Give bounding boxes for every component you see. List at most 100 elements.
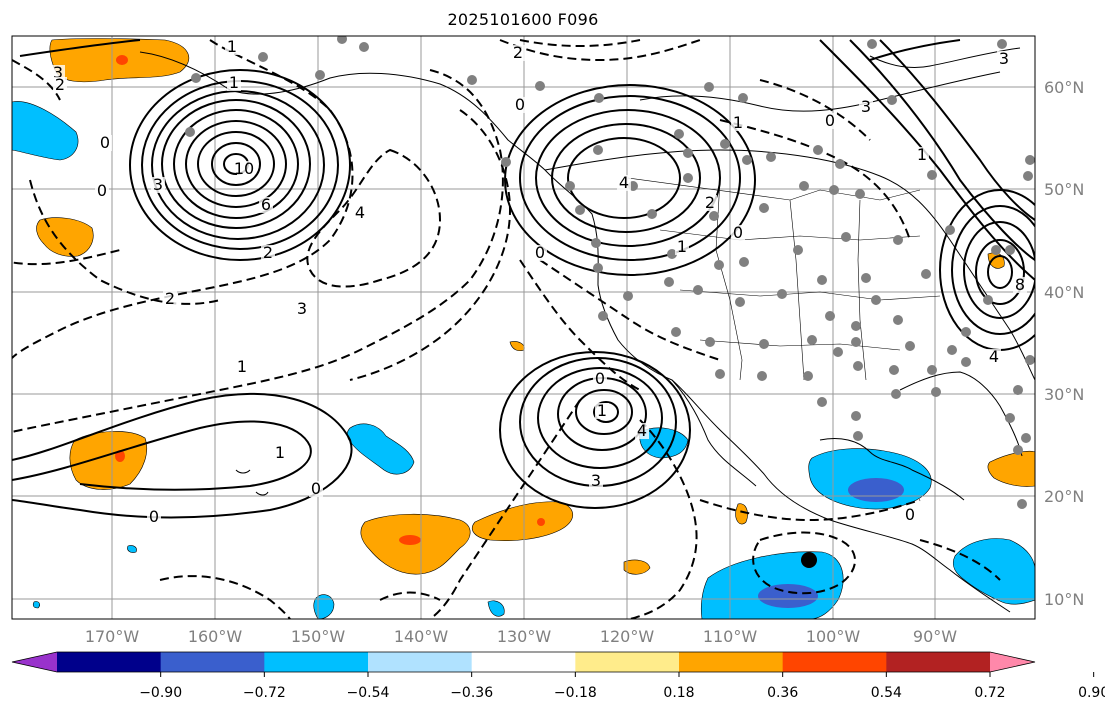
contour-label-bg <box>595 403 609 419</box>
contour-label: 0 <box>825 111 835 130</box>
contour-label-bg <box>731 115 745 131</box>
contour-label-bg <box>95 183 109 199</box>
contour-label: 1 <box>275 443 285 462</box>
contour-label-bg <box>703 195 717 211</box>
contour-label: 4 <box>355 203 365 222</box>
contour-label: 1 <box>917 145 927 164</box>
contour-label: 0 <box>535 243 545 262</box>
contour-label-bg <box>903 507 917 523</box>
colorbar-tick-label: 0.18 <box>663 685 694 701</box>
contour-label: 1 <box>733 113 743 132</box>
colorbar-segment <box>575 652 680 672</box>
colorbar-segment <box>160 652 265 672</box>
contour-label: 0 <box>595 369 605 388</box>
colorbar-tick-label: −0.72 <box>243 685 286 701</box>
colorbar-tick-label: −0.90 <box>139 685 182 701</box>
contour-label-bg <box>823 113 837 129</box>
colorbar-tick-label: −0.18 <box>554 685 597 701</box>
contour-label-bg <box>997 51 1011 67</box>
colorbar-tick-label: 0.90 <box>1078 685 1105 701</box>
lon-tick-label: 100°W <box>806 627 861 646</box>
contour-label-bg <box>731 225 745 241</box>
colorbar: −0.90 −0.72 −0.54 −0.36 −0.18 0.18 0.36 0.54 0.7… <box>11 651 1105 701</box>
contour-label-bg <box>353 205 367 221</box>
contour-label: 1 <box>227 37 237 56</box>
contour-label: 4 <box>619 173 629 192</box>
contour-label-bg <box>1013 277 1027 293</box>
contour-label-bg <box>589 473 603 489</box>
lon-tick-label: 110°W <box>703 627 758 646</box>
contour-label: 0 <box>311 479 321 498</box>
lon-tick-label: 140°W <box>394 627 449 646</box>
contour-label: 4 <box>989 347 999 366</box>
contour-label: 3 <box>53 63 63 82</box>
lat-tick-label: 20°N <box>1044 487 1084 506</box>
lon-tick-label: 130°W <box>497 627 552 646</box>
contour-label-bg <box>235 359 249 375</box>
map-frame <box>11 35 1036 620</box>
contour-label-bg <box>617 175 631 191</box>
colorbar-tick-label: 0.54 <box>871 685 902 701</box>
lon-tick-label: 90°W <box>913 627 957 646</box>
contour-label-bg <box>593 371 607 387</box>
contour-label: 3 <box>153 175 163 194</box>
lon-tick-label: 150°W <box>291 627 346 646</box>
contour-label: 2 <box>55 75 65 94</box>
colorbar-segment <box>679 652 784 672</box>
contour-label: 0 <box>515 95 525 114</box>
colorbar-extend-max <box>990 652 1035 672</box>
contour-label-bg <box>259 197 273 213</box>
contour-label-bg <box>147 509 161 525</box>
contour-label-bg <box>225 39 239 55</box>
lat-tick-label: 60°N <box>1044 78 1084 97</box>
map-title: 2025101600 F096 <box>447 10 599 29</box>
contour-label-bg <box>227 75 241 91</box>
lat-tick-label: 10°N <box>1044 590 1084 609</box>
colorbar-segment <box>471 652 576 672</box>
contour-label-bg <box>533 245 547 261</box>
colorbar-outline <box>11 651 1036 673</box>
contour-label: 0 <box>149 507 159 526</box>
lat-tick-label: 30°N <box>1044 385 1084 404</box>
colorbar-extend-min <box>12 652 57 672</box>
longitude-labels: 170°W 160°W 150°W 140°W 130°W 120°W 110°… <box>85 627 957 646</box>
contour-label: 0 <box>733 223 743 242</box>
colorbar-segment <box>264 652 369 672</box>
contour-label: 2 <box>263 243 273 262</box>
lon-tick-label: 120°W <box>600 627 655 646</box>
contour-label-bg <box>273 445 287 461</box>
contour-label: 0 <box>97 181 107 200</box>
storm-center-marker <box>801 552 817 568</box>
contour-label: 6 <box>261 195 271 214</box>
contour-label: 3 <box>861 97 871 116</box>
colorbar-tick-label: 0.36 <box>767 685 798 701</box>
contour-label-bg <box>859 99 873 115</box>
station-markers <box>185 36 1035 509</box>
contour-label: 0 <box>100 133 110 152</box>
contour-label-bg <box>237 161 251 177</box>
lat-tick-label: 40°N <box>1044 283 1084 302</box>
contour-label: 3 <box>999 49 1009 68</box>
colorbar-segment <box>57 652 162 672</box>
contour-label-bg <box>987 349 1001 365</box>
graticule <box>12 36 1035 619</box>
contour-label: 1 <box>597 401 607 420</box>
contour-label: 3 <box>297 299 307 318</box>
lon-tick-label: 160°W <box>188 627 243 646</box>
contour-label: 10 <box>234 159 254 178</box>
contour-label-bg <box>151 177 165 193</box>
latitude-labels: 60°N 50°N 40°N 30°N 20°N 10°N <box>1044 78 1084 609</box>
contour-label-bg <box>511 45 525 61</box>
contour-label: 1 <box>677 237 687 256</box>
contour-label-bg <box>261 245 275 261</box>
colorbar-segment <box>782 652 887 672</box>
colorbar-tick-label: 0.72 <box>974 685 1005 701</box>
contour-label-bg <box>163 291 177 307</box>
contour-label: 2 <box>165 289 175 308</box>
contour-label: 1 <box>229 73 239 92</box>
contour-label: 8 <box>1015 275 1025 294</box>
contour-label-bg <box>675 239 689 255</box>
colorbar-segment <box>368 652 473 672</box>
